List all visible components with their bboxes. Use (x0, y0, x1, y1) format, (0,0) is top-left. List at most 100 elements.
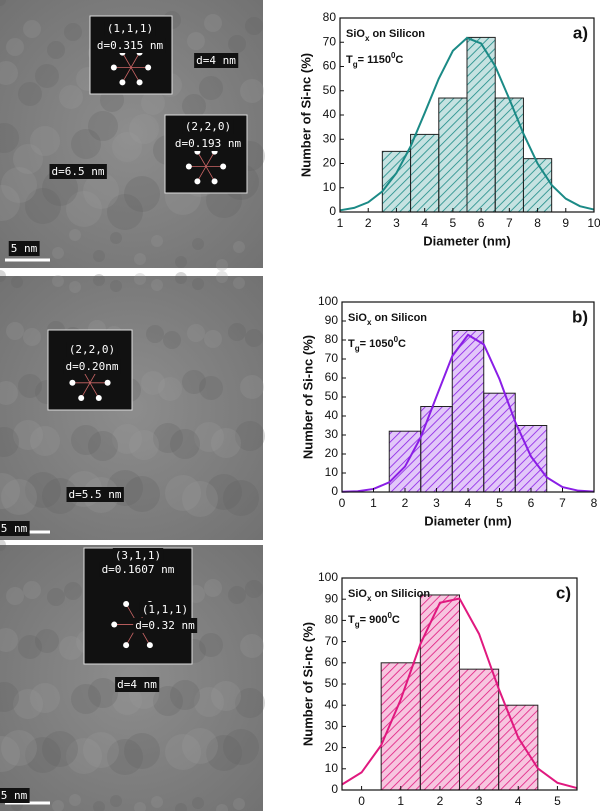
x-tick-label: 4 (421, 216, 428, 230)
y-tick-label: 30 (323, 131, 337, 145)
tem-texture (23, 20, 41, 38)
tem-texture (52, 275, 64, 287)
tem-label: (2,2,0) (185, 120, 231, 133)
annotation-part: x (365, 34, 370, 43)
bar (459, 668, 500, 791)
tem-texture (182, 94, 206, 118)
tem-texture (204, 330, 222, 348)
y-axis-label: Number of Si-nc (%) (298, 53, 313, 177)
tem-texture (233, 798, 245, 810)
tem-texture (18, 635, 42, 659)
diffraction-spot (111, 621, 118, 628)
tem-texture (0, 628, 18, 652)
y-tick-label: 40 (325, 408, 339, 422)
tem-label-bg (115, 677, 160, 692)
tem-texture (141, 91, 165, 115)
tem-texture (211, 681, 241, 711)
tem-texture (83, 732, 119, 768)
tem-label: 5 nm (1, 522, 28, 535)
tem-texture (1, 167, 37, 203)
tem-texture (13, 689, 43, 719)
y-axis-label: Number of Si-nc (%) (300, 335, 315, 459)
tem-texture (93, 250, 105, 262)
x-tick-label: 5 (450, 216, 457, 230)
y-tick-label: 80 (325, 332, 339, 346)
fit-curve (341, 597, 578, 790)
x-tick-label: 6 (528, 496, 535, 510)
diffraction-spot (95, 395, 102, 402)
tem-texture (0, 0, 6, 6)
annotation-part: x (367, 318, 372, 327)
y-tick-label: 60 (323, 59, 337, 73)
bar (388, 430, 422, 493)
tem-texture (11, 276, 23, 288)
y-tick-label: 10 (323, 180, 337, 194)
tem-label: 5 nm (1, 789, 28, 802)
tem-texture (211, 428, 241, 458)
tem-texture (134, 802, 146, 811)
bar (410, 133, 440, 213)
tem-texture (71, 684, 101, 714)
tem-texture (18, 374, 42, 398)
x-tick-label: 3 (393, 216, 400, 230)
annotation-part: SiO (346, 28, 365, 40)
tem-texture (93, 801, 105, 811)
tem-label-bg (8, 241, 40, 256)
fit-curve (339, 36, 595, 212)
tem-texture (165, 734, 201, 770)
x-tick-label: 7 (506, 216, 513, 230)
y-axis-label: Number of Si-nc (%) (300, 622, 315, 746)
y-tick-label: 100 (318, 570, 338, 584)
tem-texture (110, 795, 122, 807)
tem-texture (233, 241, 245, 253)
tem-texture (64, 23, 82, 41)
tem-texture (240, 375, 264, 399)
tem-texture (216, 804, 228, 811)
tem-texture (204, 14, 222, 32)
tem-texture (88, 111, 118, 141)
tem-texture (170, 429, 200, 459)
annotation-part: C (392, 614, 400, 626)
tem-label: d=0.1607 nm (102, 563, 175, 576)
tem-texture (69, 229, 81, 241)
tem-label: (1,1,1) (107, 22, 153, 35)
tem-texture (175, 272, 187, 284)
annotation-part: x (367, 594, 372, 603)
y-tick-label: 0 (329, 204, 336, 218)
tem-texture (88, 431, 118, 461)
tem-label-bg (194, 53, 239, 68)
tem-texture (187, 324, 205, 342)
y-tick-label: 40 (325, 697, 339, 711)
annotation: Tg= 9000C (348, 611, 400, 629)
diffraction-spot (136, 79, 143, 86)
tem-texture (13, 144, 43, 174)
tem-texture (42, 731, 78, 767)
tem-texture (52, 247, 64, 259)
diffraction-spot (119, 79, 126, 86)
tem-texture (240, 634, 264, 658)
annotation-part: SiO (348, 312, 367, 324)
diffraction-spot (145, 64, 152, 71)
annotation: SiOx on Silicon (346, 28, 425, 43)
x-tick-label: 3 (433, 496, 440, 510)
tem-texture (187, 32, 205, 50)
x-tick-label: 10 (587, 216, 600, 230)
tem-label-bg (49, 164, 107, 179)
tem-label: (3,1,1) (115, 549, 161, 562)
diffraction-spot (104, 379, 111, 386)
tem-label: d=0.20nm (66, 360, 119, 373)
tem-texture (158, 377, 182, 401)
diffraction-spot (78, 395, 85, 402)
tem-label: d=0.315 nm (97, 39, 164, 52)
x-tick-label: 8 (591, 496, 598, 510)
bar (381, 150, 412, 213)
y-tick-label: 50 (325, 389, 339, 403)
tem-texture (0, 185, 20, 221)
diffraction-spot (123, 642, 130, 649)
tem-texture (66, 738, 102, 774)
annotation-part: T (346, 54, 353, 66)
tem-texture (30, 426, 60, 456)
bar (498, 704, 539, 791)
y-tick-label: 30 (325, 427, 339, 441)
x-tick-label: 6 (478, 216, 485, 230)
